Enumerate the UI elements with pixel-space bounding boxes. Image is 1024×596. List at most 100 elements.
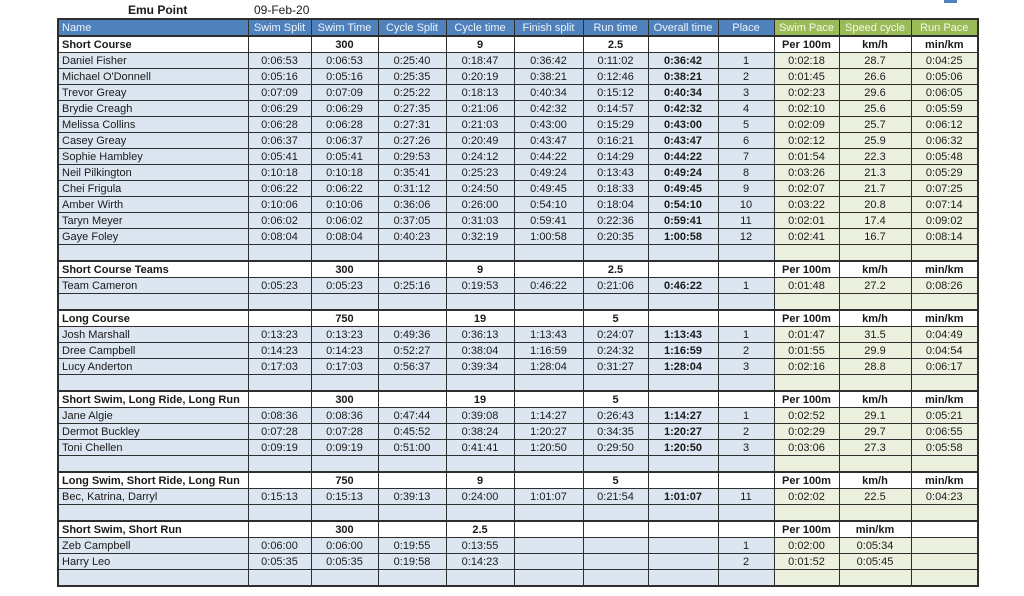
value-cell: 0:14:23	[310, 342, 379, 359]
value-cell: 0:04:25	[910, 52, 979, 69]
section-param: Per 100m	[773, 260, 840, 278]
athlete-name: Dermot Buckley	[57, 423, 249, 440]
results-table-body: Short Course 300 9 2.5 Per 100m km/h min/km Dan…	[57, 35, 979, 587]
value-cell: 0:06:29	[310, 100, 379, 117]
value-cell: 0:49:24	[513, 164, 584, 181]
value-cell: 0:19:58	[377, 553, 447, 570]
empty-cell	[647, 504, 719, 522]
value-cell: 0:04:23	[910, 488, 979, 505]
value-cell: 28.8	[838, 358, 912, 375]
section-param: 9	[445, 471, 515, 489]
value-cell: 1	[717, 277, 775, 294]
empty-cell	[445, 504, 515, 522]
empty-cell	[513, 293, 584, 311]
empty-cell	[513, 374, 584, 392]
section-param: min/km	[910, 309, 979, 327]
section-param	[647, 390, 719, 408]
value-cell: 25.7	[838, 116, 912, 133]
empty-cell	[513, 504, 584, 522]
empty-cell	[57, 455, 249, 473]
section-param: Per 100m	[773, 520, 840, 538]
empty-cell	[838, 504, 912, 522]
section-param: 19	[445, 390, 515, 408]
value-cell: 0:59:41	[647, 212, 719, 229]
value-cell: 0:02:29	[773, 423, 840, 440]
value-cell: 0:01:47	[773, 326, 840, 343]
section-header-row: Short Course Teams 300 9 2.5 Per 100m km/h min…	[57, 260, 979, 278]
value-cell: 0:40:23	[377, 228, 447, 245]
section-header-row: Long Course 750 19 5 Per 100m km/h min/km	[57, 309, 979, 327]
section-param	[513, 309, 584, 327]
value-cell: 0:14:23	[445, 553, 515, 570]
separator-row	[57, 293, 979, 311]
separator-row	[57, 244, 979, 262]
value-cell: 0:13:43	[582, 164, 649, 181]
empty-cell	[910, 374, 979, 392]
value-cell: 0:01:55	[773, 342, 840, 359]
value-cell: 29.9	[838, 342, 912, 359]
section-param	[647, 471, 719, 489]
value-cell: 0:41:41	[445, 439, 515, 456]
table-row: Josh Marshall 0:13:23 0:13:23 0:49:36 0:36:1…	[57, 326, 979, 343]
table-row: Toni Chellen 0:09:19 0:09:19 0:51:00 0:41:41…	[57, 439, 979, 456]
value-cell: 0:43:47	[647, 132, 719, 149]
empty-cell	[582, 374, 649, 392]
value-cell: 0:38:21	[647, 68, 719, 85]
section-title: Long Swim, Short Ride, Long Run	[57, 471, 249, 489]
section-param: km/h	[838, 260, 912, 278]
value-cell: 0:44:22	[513, 148, 584, 165]
value-cell: 0:25:35	[377, 68, 447, 85]
value-cell: 0:52:27	[377, 342, 447, 359]
col-header-run-time: Run time	[582, 18, 649, 37]
value-cell: 0:06:55	[910, 423, 979, 440]
value-cell: 0:02:10	[773, 100, 840, 117]
empty-cell	[310, 504, 379, 522]
value-cell: 0:13:55	[445, 537, 515, 554]
col-header-swim-split: Swim Split	[247, 18, 312, 37]
section-param	[247, 520, 312, 538]
section-param: 300	[310, 520, 379, 538]
stray-blue-mark	[944, 0, 957, 3]
athlete-name: Gaye Foley	[57, 228, 249, 245]
value-cell: 0:02:16	[773, 358, 840, 375]
value-cell: 0:39:13	[377, 488, 447, 505]
value-cell: 0:03:22	[773, 196, 840, 213]
value-cell: 0:10:18	[310, 164, 379, 181]
value-cell: 1:00:58	[647, 228, 719, 245]
value-cell: 1	[717, 537, 775, 554]
empty-cell	[717, 569, 775, 587]
value-cell: 0:51:00	[377, 439, 447, 456]
value-cell	[647, 537, 719, 554]
empty-cell	[647, 569, 719, 587]
athlete-name: Daniel Fisher	[57, 52, 249, 69]
value-cell: 0:05:06	[910, 68, 979, 85]
value-cell: 0:05:35	[310, 553, 379, 570]
section-param	[513, 35, 584, 53]
athlete-name: Toni Chellen	[57, 439, 249, 456]
value-cell: 0:31:12	[377, 180, 447, 197]
value-cell: 0:46:22	[647, 277, 719, 294]
value-cell: 0:25:40	[377, 52, 447, 69]
value-cell: 0:59:41	[513, 212, 584, 229]
value-cell: 26.6	[838, 68, 912, 85]
empty-cell	[247, 244, 312, 262]
value-cell: 3	[717, 439, 775, 456]
value-cell: 0:06:22	[310, 180, 379, 197]
section-param	[247, 309, 312, 327]
table-row: Zeb Campbell 0:06:00 0:06:00 0:19:55 0:13:55…	[57, 537, 979, 554]
section-param	[717, 309, 775, 327]
empty-cell	[582, 293, 649, 311]
value-cell: 2	[717, 423, 775, 440]
empty-cell	[57, 293, 249, 311]
value-cell: 0:20:49	[445, 132, 515, 149]
value-cell: 0:36:42	[647, 52, 719, 69]
value-cell: 0:42:32	[647, 100, 719, 117]
section-param	[910, 520, 979, 538]
value-cell: 0:44:22	[647, 148, 719, 165]
section-param	[377, 35, 447, 53]
value-cell: 1	[717, 407, 775, 424]
value-cell: 0:21:06	[445, 100, 515, 117]
empty-cell	[717, 504, 775, 522]
results-table: Name Swim Split Swim Time Cycle Split Cy…	[57, 18, 979, 587]
empty-cell	[647, 293, 719, 311]
